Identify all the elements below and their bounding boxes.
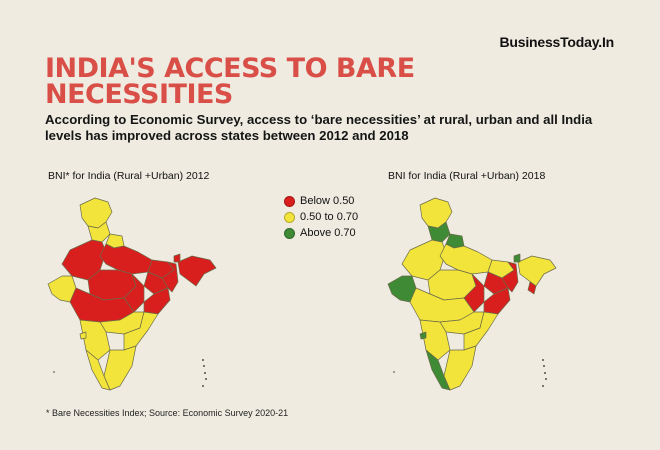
legend-item-below: Below 0.50 (284, 193, 358, 209)
legend-swatch-mid (284, 211, 295, 223)
region-up (99, 243, 153, 275)
region-up (439, 243, 493, 275)
legend-label-above: Above 0.70 (300, 227, 356, 239)
legend-item-mid: 0.50 to 0.70 (284, 209, 358, 225)
region-goa (419, 331, 427, 340)
footnote: * Bare Necessities Index; Source: Econom… (46, 408, 289, 418)
region-sikkim (173, 253, 181, 263)
legend-swatch-above (284, 227, 295, 239)
region-northeast (177, 255, 217, 287)
region-westbengal (161, 261, 179, 293)
brand-logo: BusinessToday.In (499, 34, 614, 50)
region-sikkim (513, 253, 521, 263)
region-westbengal (501, 261, 519, 293)
region-tamilnadu (103, 345, 137, 391)
map-label-2018: BNI for India (Rural +Urban) 2018 (388, 170, 546, 182)
legend: Below 0.50 0.50 to 0.70 Above 0.70 (284, 193, 358, 241)
legend-label-below: Below 0.50 (300, 195, 355, 207)
region-goa (79, 331, 87, 340)
map-label-2012: BNI* for India (Rural +Urban) 2012 (48, 170, 210, 182)
region-north (79, 197, 113, 229)
india-map-2012 (47, 197, 217, 391)
region-kerala (425, 349, 451, 391)
page-title: INDIA'S ACCESS TO BARE NECESSITIES (45, 53, 415, 110)
india-map-2018 (387, 197, 557, 391)
page-subtitle: According to Economic Survey, access to … (45, 112, 593, 143)
legend-swatch-below (284, 195, 295, 207)
islands-2012 (53, 359, 207, 387)
legend-label-mid: 0.50 to 0.70 (300, 211, 359, 223)
legend-item-above: Above 0.70 (284, 225, 358, 241)
islands-2018 (393, 359, 547, 387)
region-north (419, 197, 453, 229)
region-tamilnadu (443, 345, 477, 391)
region-kerala (85, 349, 111, 391)
region-tripura (527, 281, 537, 295)
region-northeast (517, 255, 557, 287)
